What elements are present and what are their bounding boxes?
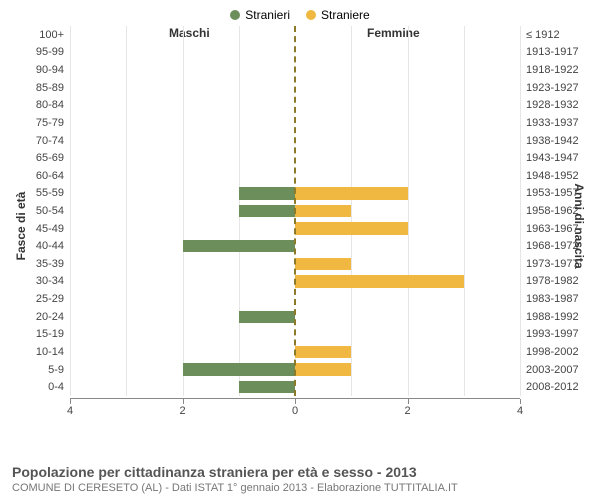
age-label: 45-49 <box>36 223 64 235</box>
age-label: 5-9 <box>48 364 64 376</box>
age-label: 90-94 <box>36 64 64 76</box>
bar-female <box>295 205 351 217</box>
legend-item-female: Straniere <box>306 8 370 22</box>
age-label: 70-74 <box>36 135 64 147</box>
yaxis-title-left: Fasce di età <box>14 192 28 261</box>
birth-label: 1948-1952 <box>526 170 579 182</box>
birth-label: 1923-1927 <box>526 82 579 94</box>
bar-male <box>183 363 296 375</box>
legend-label-male: Stranieri <box>245 8 290 22</box>
bar-female <box>295 346 351 358</box>
bar-female <box>295 275 464 287</box>
age-label: 10-14 <box>36 346 64 358</box>
birth-label: 1943-1947 <box>526 152 579 164</box>
chart-area: 100+≤ 191295-991913-191790-941918-192285… <box>70 26 520 396</box>
birth-label: 2008-2012 <box>526 381 579 393</box>
birth-label: 1938-1942 <box>526 135 579 147</box>
age-label: 95-99 <box>36 46 64 58</box>
age-label: 40-44 <box>36 240 64 252</box>
xtick-label: 2 <box>179 405 185 417</box>
age-label: 35-39 <box>36 258 64 270</box>
age-label: 0-4 <box>48 381 64 393</box>
bar-female <box>295 258 351 270</box>
age-label: 85-89 <box>36 82 64 94</box>
xtick-label: 2 <box>404 405 410 417</box>
xtick-label: 4 <box>517 405 523 417</box>
x-axis: 4 2 0 2 4 <box>70 398 520 426</box>
chart-footer: Popolazione per cittadinanza straniera p… <box>12 464 588 494</box>
xtick <box>520 399 521 404</box>
age-label: 25-29 <box>36 293 64 305</box>
birth-label: 1918-1922 <box>526 64 579 76</box>
age-label: 50-54 <box>36 205 64 217</box>
birth-label: 1983-1987 <box>526 293 579 305</box>
bar-male <box>239 187 295 199</box>
xtick-label: 4 <box>67 405 73 417</box>
gridline <box>520 26 521 396</box>
birth-label: 1998-2002 <box>526 346 579 358</box>
age-label: 100+ <box>39 29 64 41</box>
birth-label: 1973-1977 <box>526 258 579 270</box>
birth-label: 1978-1982 <box>526 275 579 287</box>
age-label: 20-24 <box>36 311 64 323</box>
birth-label: 1988-1992 <box>526 311 579 323</box>
birth-label: 1913-1917 <box>526 46 579 58</box>
age-label: 55-59 <box>36 187 64 199</box>
xtick-label: 0 <box>292 405 298 417</box>
bar-male <box>183 240 296 252</box>
bar-male <box>239 381 295 393</box>
birth-label: 1993-1997 <box>526 328 579 340</box>
chart: Maschi Femmine Fasce di età Anni di nasc… <box>10 26 590 426</box>
legend: Stranieri Straniere <box>0 0 600 26</box>
bar-female <box>295 187 408 199</box>
birth-label: 1958-1962 <box>526 205 579 217</box>
age-label: 30-34 <box>36 275 64 287</box>
legend-item-male: Stranieri <box>230 8 290 22</box>
birth-label: ≤ 1912 <box>526 29 560 41</box>
bar-female <box>295 363 351 375</box>
birth-label: 1928-1932 <box>526 99 579 111</box>
age-label: 60-64 <box>36 170 64 182</box>
chart-subtitle: COMUNE DI CERESETO (AL) - Dati ISTAT 1° … <box>12 482 588 494</box>
xtick <box>295 399 296 404</box>
birth-label: 2003-2007 <box>526 364 579 376</box>
legend-swatch-female <box>306 10 316 20</box>
legend-label-female: Straniere <box>321 8 370 22</box>
chart-title: Popolazione per cittadinanza straniera p… <box>12 464 588 480</box>
center-divider <box>294 26 296 396</box>
birth-label: 1968-1972 <box>526 240 579 252</box>
bar-male <box>239 205 295 217</box>
legend-swatch-male <box>230 10 240 20</box>
xtick <box>70 399 71 404</box>
age-label: 80-84 <box>36 99 64 111</box>
age-label: 65-69 <box>36 152 64 164</box>
bar-female <box>295 222 408 234</box>
age-label: 15-19 <box>36 328 64 340</box>
xtick <box>408 399 409 404</box>
xtick <box>183 399 184 404</box>
bar-male <box>239 311 295 323</box>
birth-label: 1933-1937 <box>526 117 579 129</box>
birth-label: 1963-1967 <box>526 223 579 235</box>
birth-label: 1953-1957 <box>526 187 579 199</box>
age-label: 75-79 <box>36 117 64 129</box>
